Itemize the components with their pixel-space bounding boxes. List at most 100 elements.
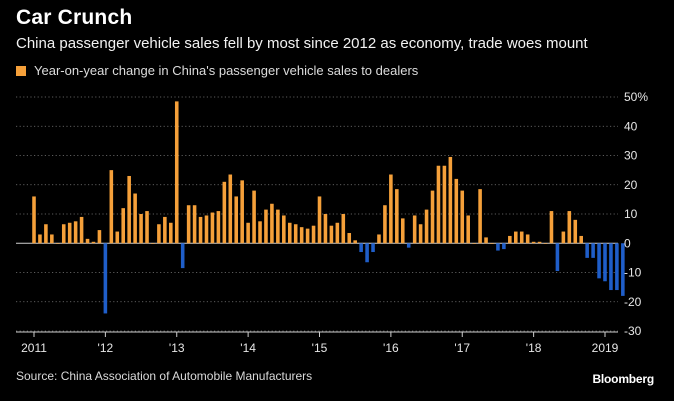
bar: [103, 243, 108, 314]
bar: [353, 240, 357, 244]
bar: [73, 221, 78, 244]
bar: [549, 211, 554, 244]
bar: [484, 237, 488, 244]
bar: [38, 234, 42, 244]
x-tick-label: 2019: [592, 341, 619, 355]
bar: [32, 196, 36, 244]
y-axis: 50% 40 30 20 10 0 -10 -20 -30: [624, 90, 648, 338]
bar: [597, 243, 601, 279]
bar: [543, 243, 548, 244]
bar: [502, 243, 506, 250]
y-tick-label: 40: [624, 119, 638, 133]
bar: [192, 205, 197, 244]
bar: [585, 243, 589, 258]
bar: [151, 243, 155, 244]
bar: [347, 233, 352, 244]
x-tick-label: '17: [454, 341, 470, 355]
bar: [525, 234, 530, 244]
bar: [186, 205, 191, 244]
bar: [365, 243, 369, 263]
bar: [412, 215, 417, 244]
x-axis: 2011 '12 '13 '14 '15 '16 '17 '18 2019: [16, 331, 619, 355]
bar: [472, 243, 476, 244]
bar: [573, 219, 578, 244]
chart-title: Car Crunch: [16, 6, 133, 29]
bar: [109, 170, 114, 244]
bar: [246, 222, 250, 244]
bar: [293, 224, 298, 244]
bar: [169, 222, 173, 244]
legend-swatch: [16, 65, 26, 76]
y-tick-label: -10: [624, 266, 642, 280]
bar: [317, 196, 322, 244]
bar: [228, 174, 233, 244]
bar: [371, 243, 375, 253]
bar: [50, 234, 54, 244]
x-tick-label: '14: [240, 341, 256, 355]
bar: [240, 180, 244, 244]
bar: [579, 235, 583, 244]
bar: [174, 101, 179, 244]
x-tick-label: '16: [383, 341, 399, 355]
bar: [430, 190, 435, 244]
x-tick-label: '12: [98, 341, 114, 355]
bar: [311, 225, 316, 244]
bar: [222, 181, 227, 244]
chart-subtitle: China passenger vehicle sales fell by mo…: [16, 35, 588, 52]
bar: [341, 214, 346, 244]
bar: [127, 175, 131, 244]
bar: [282, 215, 286, 244]
y-tick-label: 30: [624, 149, 638, 163]
bar: [216, 211, 221, 244]
bar: [145, 211, 149, 244]
x-tick-label: '13: [169, 341, 185, 355]
bar: [79, 216, 84, 244]
bar: [531, 241, 536, 244]
legend-label: Year-on-year change in China's passenger…: [34, 63, 419, 78]
bar: [287, 222, 292, 244]
bar: [383, 205, 387, 244]
bloomberg-logo: Bloomberg: [592, 372, 654, 386]
bar: [448, 156, 453, 244]
y-tick-label: 20: [624, 178, 638, 192]
bar: [97, 230, 102, 244]
bar: [514, 231, 518, 244]
bar: [270, 203, 274, 244]
source-note: Source: China Association of Automobile …: [16, 369, 313, 383]
bar: [276, 209, 280, 244]
bar: [591, 243, 595, 258]
x-tick-label: '18: [526, 341, 542, 355]
x-tick-label: 2011: [21, 341, 47, 355]
bar: [180, 243, 185, 269]
bar: [395, 189, 399, 244]
bar: [389, 174, 393, 244]
bar: [567, 211, 572, 244]
bar: [198, 216, 203, 244]
bar: [537, 241, 542, 244]
y-tick-label: 10: [624, 207, 638, 221]
bar: [139, 214, 143, 244]
bar: [299, 227, 304, 244]
bar: [442, 165, 447, 244]
bar: [478, 189, 482, 244]
bar: [508, 235, 512, 244]
legend: Year-on-year change in China's passenger…: [16, 63, 418, 78]
bar: [335, 222, 340, 244]
bar: [454, 178, 459, 244]
bar: [466, 215, 470, 244]
bar: [157, 224, 161, 244]
bar: [418, 224, 423, 244]
bar: [204, 215, 209, 244]
bar: [490, 243, 494, 244]
bar: [56, 243, 60, 244]
bar: [400, 218, 405, 244]
bar: [621, 243, 625, 296]
bar: [329, 225, 334, 244]
bar: [609, 243, 613, 291]
y-tick-label: -30: [624, 324, 642, 338]
bar: [359, 243, 363, 253]
bar: [163, 216, 167, 244]
bar: [234, 196, 239, 244]
bar: [603, 243, 607, 282]
